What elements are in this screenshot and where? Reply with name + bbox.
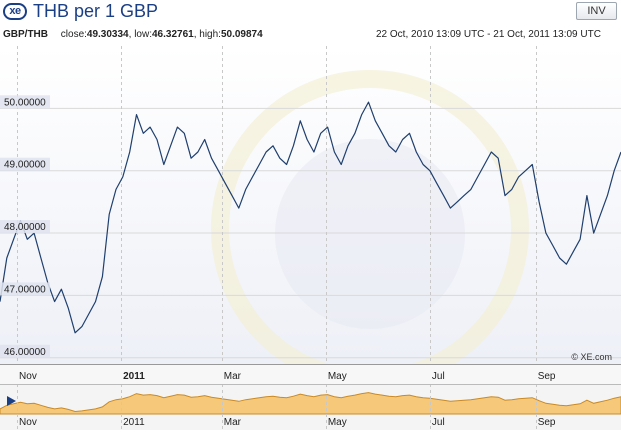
watermark-logo-icon — [275, 139, 465, 329]
currency-pair: GBP/THB — [3, 29, 48, 40]
page-title: THB per 1 GBP — [33, 1, 159, 21]
y-tick-label: 50.00000 — [4, 97, 46, 108]
watermark-text: © XE.com — [571, 352, 612, 362]
x-tick-label: Mar — [224, 371, 242, 382]
invert-button[interactable]: INV — [576, 2, 617, 20]
series-line — [0, 101, 621, 334]
y-tick-label: 49.00000 — [4, 160, 46, 171]
low-label: low: — [134, 29, 152, 40]
x-tick-label: Jul — [432, 371, 445, 382]
y-tick-label: 47.00000 — [4, 284, 46, 295]
navigator-chart[interactable]: Nov 2011 Mar May Jul Sep — [0, 384, 621, 430]
y-tick-label-bg — [0, 95, 50, 109]
navigator-tick-label: Mar — [224, 417, 242, 428]
y-tick-label: 48.00000 — [4, 222, 46, 233]
xe-logo-icon: xe — [3, 3, 27, 20]
navigator-tick-label: Sep — [538, 417, 556, 428]
main-chart[interactable]: 46.00000 47.00000 48.00000 49.00000 50.00000… — [0, 44, 621, 384]
high-label: high: — [199, 29, 221, 40]
y-tick-label-bg — [0, 282, 50, 296]
navigator-area — [0, 392, 621, 415]
navigator-tick-label: Nov — [19, 417, 37, 428]
play-icon[interactable] — [4, 394, 18, 408]
y-tick-label: 46.00000 — [4, 347, 46, 358]
y-tick-label-bg — [0, 157, 50, 171]
chart-header: xe THB per 1 GBP INV — [0, 0, 621, 26]
y-tick-label-bg — [0, 344, 50, 358]
stats-bar: GBP/THB close:49.30334, low:46.32761, hi… — [3, 29, 263, 40]
navigator-tick-label: May — [328, 417, 347, 428]
high-value: 50.09874 — [220, 29, 263, 40]
date-range: 22 Oct, 2010 13:09 UTC - 21 Oct, 2011 13… — [376, 29, 601, 40]
close-label: close: — [60, 29, 87, 40]
x-tick-label: 2011 — [123, 371, 145, 382]
x-tick-label: Sep — [538, 371, 556, 382]
navigator-tick-label: Jul — [432, 417, 445, 428]
navigator-tick-label: 2011 — [123, 417, 145, 428]
close-value: 49.30334 — [86, 29, 129, 40]
x-tick-label: May — [328, 371, 347, 382]
x-axis-band — [0, 364, 621, 384]
low-value: 46.32761 — [151, 29, 194, 40]
y-tick-label-bg — [0, 220, 50, 234]
x-tick-label: Nov — [19, 371, 37, 382]
